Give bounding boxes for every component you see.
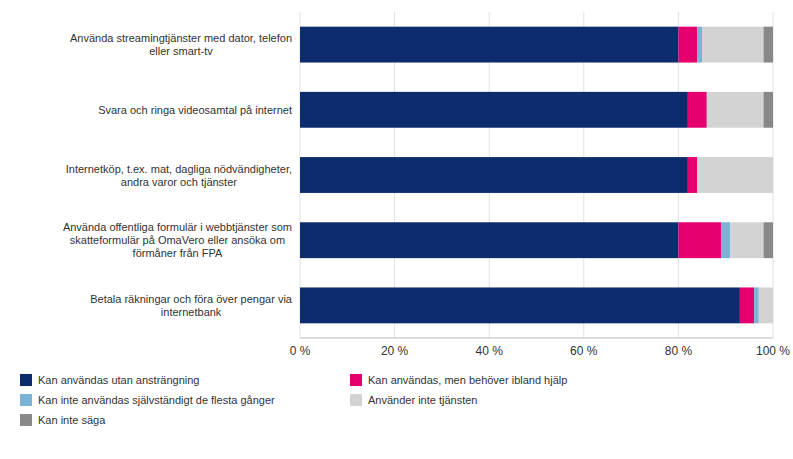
x-axis-line [300, 338, 773, 339]
bar-segment [764, 27, 773, 63]
bar-segment [300, 157, 688, 193]
bar-segment [300, 287, 740, 323]
bar-segment [697, 157, 773, 193]
bar-segment [764, 92, 773, 128]
bar-segment [688, 92, 707, 128]
bar-segment [707, 92, 764, 128]
x-tick-label: 60 % [570, 344, 598, 358]
bar-segment [764, 222, 773, 258]
bar-segment [730, 222, 763, 258]
bar-segment [740, 287, 754, 323]
series [764, 27, 773, 258]
series [300, 27, 740, 324]
bar-segment [754, 287, 759, 323]
x-tick-label: 20 % [381, 344, 409, 358]
bar-segment [721, 222, 730, 258]
legend-label: Kan användas utan ansträngning [38, 374, 199, 386]
legend-label: Kan användas, men behöver ibland hjälp [368, 374, 567, 386]
legend-label: Använder inte tjänsten [368, 394, 477, 406]
bar-segment [678, 222, 721, 258]
series [697, 27, 773, 324]
legend-swatch [350, 374, 362, 386]
legend-item: Kan användas, men behöver ibland hjälp [350, 374, 567, 386]
x-tick-label: 100 % [756, 344, 790, 358]
y-axis: Använda streamingtjänster med dator, tel… [63, 32, 293, 318]
bar-segment [300, 222, 678, 258]
y-tick-label: Använda streamingtjänster med dator, tel… [70, 32, 292, 57]
legend-item: Använder inte tjänsten [350, 394, 477, 406]
x-tick-label: 40 % [476, 344, 504, 358]
bar-segment [773, 157, 774, 193]
legend-swatch [350, 394, 362, 406]
legend-item: Kan användas utan ansträngning [20, 374, 199, 386]
legend-swatch [20, 374, 32, 386]
legend: Kan användas utan ansträngning Kan använd… [20, 374, 567, 426]
bar-segment [702, 27, 763, 63]
y-tick-label: Använda offentliga formulär i webbtjänst… [63, 221, 292, 259]
bar-segment [300, 92, 688, 128]
legend-label: Kan inte säga [38, 414, 106, 426]
bar-segment [688, 157, 697, 193]
legend-item: Kan inte säga [20, 414, 106, 426]
y-tick-label: Svara och ringa videosamtal på internet [98, 104, 292, 116]
bar-segment [773, 287, 774, 323]
legend-item: Kan inte användas självständigt de flest… [20, 394, 275, 406]
y-tick-label: Internetköp, t.ex. mat, dagliga nödvändi… [66, 163, 292, 188]
legend-label: Kan inte användas självständigt de flest… [38, 394, 275, 406]
legend-swatch [20, 394, 32, 406]
bar-segment [759, 287, 773, 323]
y-tick-label: Betala räkningar och föra över pengar vi… [90, 293, 293, 318]
bars [300, 27, 773, 324]
bar-segment [678, 27, 697, 63]
x-tick-label: 0 % [290, 344, 311, 358]
chart: 0 % 20 % 40 % 60 % 80 % 100 % Använda streamin… [0, 0, 793, 459]
legend-swatch [20, 414, 32, 426]
bar-segment [300, 27, 678, 63]
bar-segment [697, 27, 702, 63]
x-tick-label: 80 % [665, 344, 693, 358]
x-axis: 0 % 20 % 40 % 60 % 80 % 100 % [290, 344, 791, 358]
grid [300, 12, 773, 338]
